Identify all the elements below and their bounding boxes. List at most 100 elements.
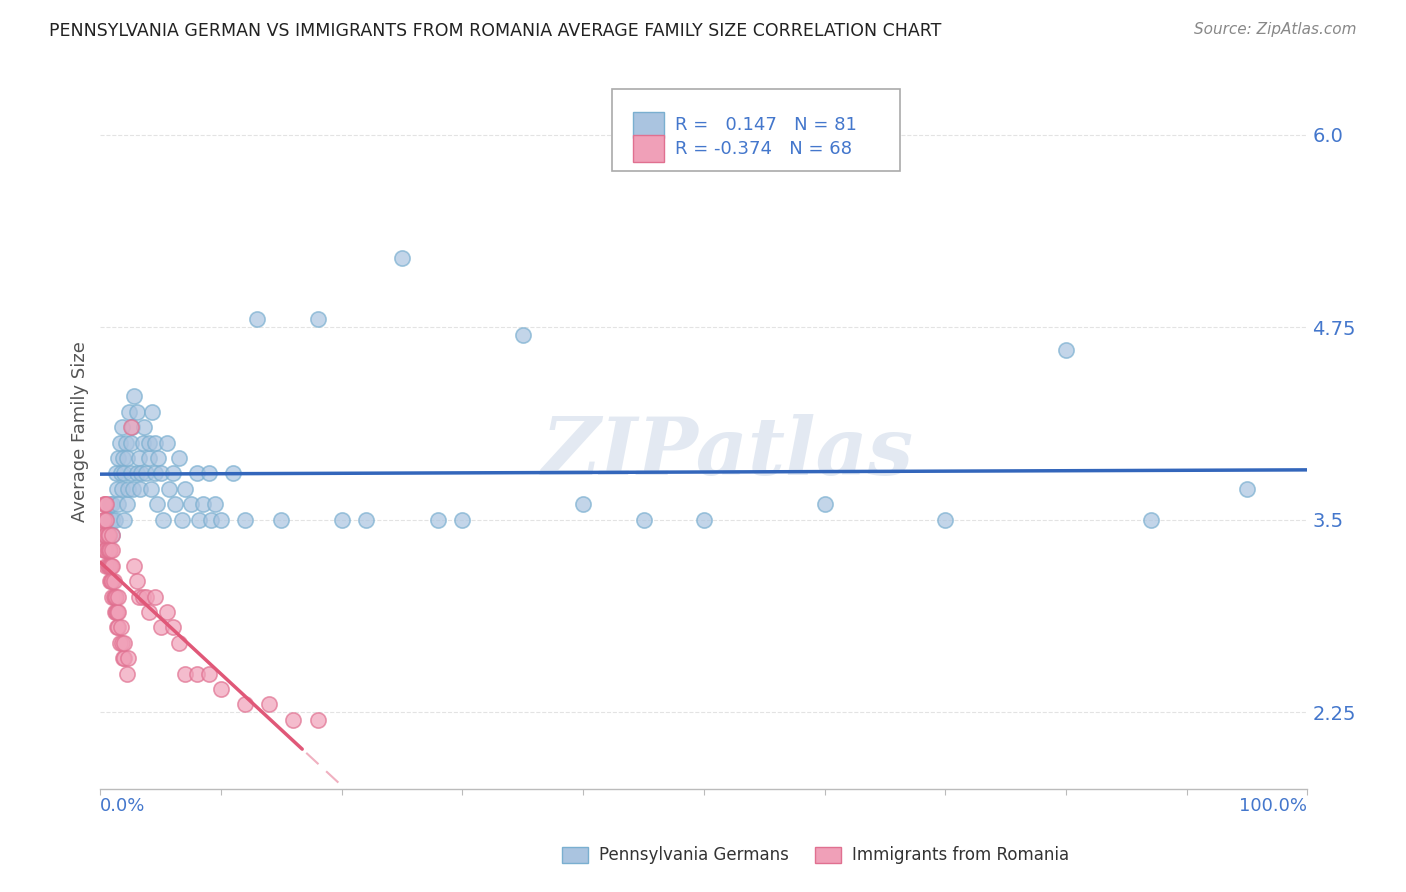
Point bbox=[200, 513, 222, 527]
Point bbox=[122, 558, 145, 573]
Point bbox=[125, 574, 148, 589]
Point bbox=[104, 513, 127, 527]
Point bbox=[143, 435, 166, 450]
Point bbox=[1054, 343, 1077, 358]
Point bbox=[1236, 482, 1258, 496]
Point bbox=[131, 467, 153, 481]
Point bbox=[97, 528, 120, 542]
Point bbox=[111, 636, 134, 650]
Point bbox=[233, 698, 256, 712]
Point bbox=[172, 513, 194, 527]
Point bbox=[101, 558, 124, 573]
Point bbox=[198, 467, 221, 481]
Point bbox=[128, 590, 150, 604]
Point bbox=[129, 482, 152, 496]
Point bbox=[114, 435, 136, 450]
Point bbox=[180, 497, 202, 511]
Point bbox=[107, 497, 129, 511]
Point bbox=[91, 528, 114, 542]
Point bbox=[512, 327, 534, 342]
Point bbox=[186, 467, 208, 481]
Point bbox=[128, 450, 150, 465]
Y-axis label: Average Family Size: Average Family Size bbox=[72, 341, 89, 522]
Point bbox=[94, 543, 117, 558]
Point bbox=[186, 666, 208, 681]
Point bbox=[156, 435, 179, 450]
Point bbox=[138, 435, 160, 450]
Point bbox=[105, 590, 128, 604]
Point bbox=[100, 574, 122, 589]
Point bbox=[148, 450, 170, 465]
Point bbox=[693, 513, 716, 527]
Point bbox=[98, 558, 121, 573]
Point bbox=[94, 497, 117, 511]
Point bbox=[101, 543, 124, 558]
Point bbox=[135, 590, 157, 604]
Point bbox=[107, 450, 129, 465]
Point bbox=[191, 497, 214, 511]
Point bbox=[100, 558, 122, 573]
Point bbox=[98, 543, 121, 558]
Point bbox=[120, 467, 142, 481]
Text: 100.0%: 100.0% bbox=[1240, 797, 1308, 815]
Point bbox=[283, 713, 305, 727]
Point bbox=[97, 543, 120, 558]
Point bbox=[633, 513, 655, 527]
Point bbox=[391, 251, 413, 265]
Point bbox=[104, 605, 127, 619]
Point bbox=[270, 513, 292, 527]
Point bbox=[132, 420, 155, 434]
Text: R = -0.374   N = 68: R = -0.374 N = 68 bbox=[675, 140, 852, 158]
Point bbox=[105, 467, 128, 481]
Point bbox=[143, 590, 166, 604]
Point bbox=[246, 312, 269, 326]
Point bbox=[96, 558, 118, 573]
Point bbox=[101, 528, 124, 542]
Point bbox=[188, 513, 211, 527]
Point bbox=[97, 528, 120, 542]
Point bbox=[115, 450, 138, 465]
Point bbox=[233, 513, 256, 527]
Point bbox=[111, 420, 134, 434]
Point bbox=[427, 513, 450, 527]
Point bbox=[107, 590, 129, 604]
Point bbox=[173, 666, 195, 681]
Point bbox=[110, 620, 132, 634]
Point bbox=[814, 497, 837, 511]
Point bbox=[204, 497, 226, 511]
Point bbox=[112, 651, 135, 665]
Point bbox=[307, 312, 329, 326]
Point bbox=[117, 651, 139, 665]
Text: Immigrants from Romania: Immigrants from Romania bbox=[852, 846, 1069, 863]
Text: Pennsylvania Germans: Pennsylvania Germans bbox=[599, 846, 789, 863]
Point bbox=[330, 513, 353, 527]
Point bbox=[98, 497, 121, 511]
Point bbox=[934, 513, 956, 527]
Point bbox=[96, 513, 118, 527]
Point bbox=[97, 543, 120, 558]
Point bbox=[111, 482, 134, 496]
Point bbox=[108, 435, 131, 450]
Point bbox=[101, 513, 124, 527]
Point bbox=[115, 497, 138, 511]
Point bbox=[120, 420, 142, 434]
Point bbox=[1139, 513, 1161, 527]
Point bbox=[108, 636, 131, 650]
Point bbox=[107, 620, 129, 634]
Point bbox=[121, 420, 143, 434]
Point bbox=[101, 590, 124, 604]
Point bbox=[105, 605, 128, 619]
Point bbox=[97, 528, 120, 542]
Point bbox=[572, 497, 595, 511]
Point bbox=[138, 605, 160, 619]
Point bbox=[96, 543, 118, 558]
Point bbox=[98, 574, 121, 589]
Point bbox=[162, 467, 184, 481]
Point bbox=[167, 450, 190, 465]
Point bbox=[125, 467, 148, 481]
Point bbox=[96, 528, 118, 542]
Point bbox=[91, 513, 114, 527]
Point bbox=[209, 513, 232, 527]
Point bbox=[122, 389, 145, 403]
Point bbox=[139, 482, 162, 496]
